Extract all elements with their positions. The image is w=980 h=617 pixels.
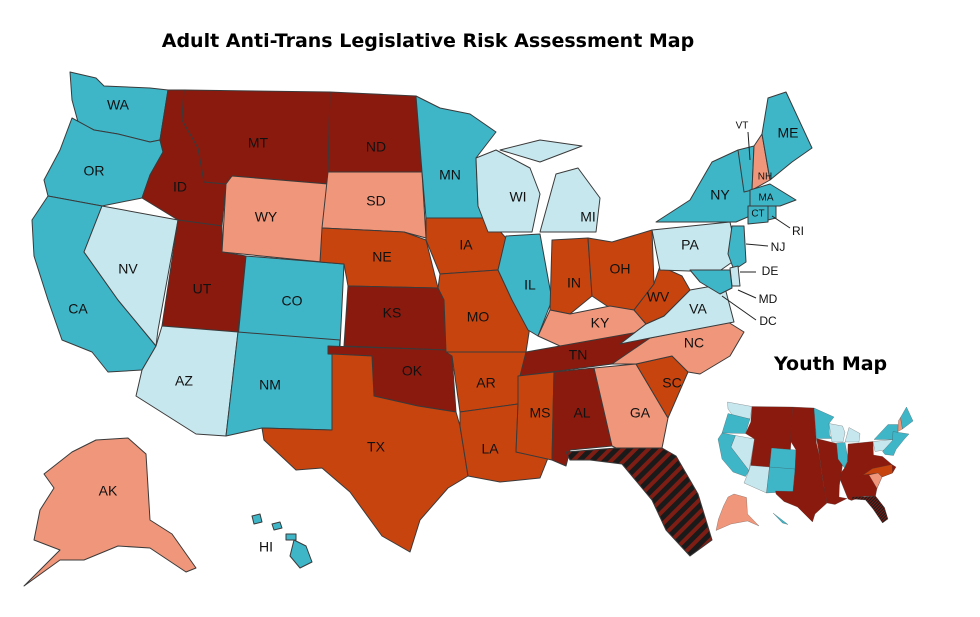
state-sd[interactable] [321, 171, 427, 239]
label-nd: ND [366, 139, 386, 155]
label-tn: TN [569, 347, 588, 363]
label-ok: OK [402, 363, 423, 379]
state-labels: WA OR CA NV ID MT WY UT AZ CO NM ND SD N… [68, 97, 804, 555]
label-mo: MO [467, 309, 490, 325]
label-nh: NH [758, 172, 772, 183]
state-md[interactable] [689, 269, 733, 295]
label-va: VA [689, 301, 707, 317]
label-me: ME [778, 125, 799, 141]
state-hi[interactable] [251, 513, 313, 569]
label-vt: VT [736, 121, 749, 132]
label-ar: AR [476, 375, 495, 391]
label-mi: MI [580, 209, 596, 225]
state-wv[interactable] [633, 265, 691, 325]
map-title: Adult Anti-Trans Legislative Risk Assess… [161, 30, 695, 52]
label-hi: HI [259, 539, 273, 555]
state-nd[interactable] [327, 91, 423, 173]
label-de: DE [762, 264, 779, 278]
label-nc: NC [684, 335, 704, 351]
state-ct[interactable] [747, 205, 769, 225]
label-wa: WA [107, 97, 130, 113]
state-pa[interactable] [651, 221, 739, 273]
label-mt: MT [248, 135, 269, 151]
label-ct: CT [751, 209, 764, 220]
label-tx: TX [367, 439, 386, 455]
label-ia: IA [459, 237, 473, 253]
label-ri: RI [792, 224, 804, 238]
label-nm: NM [259, 377, 281, 393]
state-nj[interactable] [727, 225, 747, 271]
label-oh: OH [610, 261, 631, 277]
label-ne: NE [372, 249, 391, 265]
label-nj: NJ [771, 240, 786, 254]
state-wi[interactable] [475, 149, 541, 233]
youth-map [715, 401, 914, 531]
label-md: MD [759, 292, 778, 306]
label-dc: DC [759, 314, 777, 328]
state-in[interactable] [549, 237, 593, 315]
youth-map-title: Youth Map [774, 353, 888, 375]
label-ak: AK [99, 483, 118, 499]
label-wi: WI [509, 189, 526, 205]
state-ma[interactable] [749, 183, 797, 207]
label-or: OR [84, 163, 105, 179]
state-ms[interactable] [515, 371, 555, 461]
label-ga: GA [630, 405, 651, 421]
label-la: LA [481, 441, 499, 457]
label-sc: SC [662, 375, 681, 391]
label-al: AL [573, 405, 590, 421]
label-az: AZ [175, 373, 193, 389]
label-id: ID [173, 179, 187, 195]
state-wy[interactable] [221, 175, 329, 263]
label-pa: PA [681, 237, 699, 253]
label-ut: UT [193, 281, 212, 297]
state-me[interactable] [761, 91, 813, 181]
label-nv: NV [118, 261, 138, 277]
label-sd: SD [366, 193, 385, 209]
label-ky: KY [591, 315, 610, 331]
label-ks: KS [383, 305, 402, 321]
label-ma: MA [759, 193, 774, 204]
label-co: CO [282, 293, 303, 309]
state-nm[interactable] [225, 331, 341, 437]
label-in: IN [567, 275, 581, 291]
state-tx[interactable] [261, 353, 469, 553]
state-ri[interactable] [767, 205, 777, 221]
label-ny: NY [710, 187, 730, 203]
label-mn: MN [439, 167, 461, 183]
label-ms: MS [530, 405, 551, 421]
label-il: IL [524, 277, 536, 293]
state-ak[interactable] [23, 437, 197, 587]
label-wv: WV [647, 289, 670, 305]
state-fl[interactable] [565, 447, 713, 557]
label-wy: WY [255, 209, 278, 225]
state-mi[interactable] [499, 139, 601, 233]
label-ca: CA [68, 301, 88, 317]
state-il[interactable] [497, 233, 553, 337]
state-ny[interactable] [655, 149, 753, 223]
